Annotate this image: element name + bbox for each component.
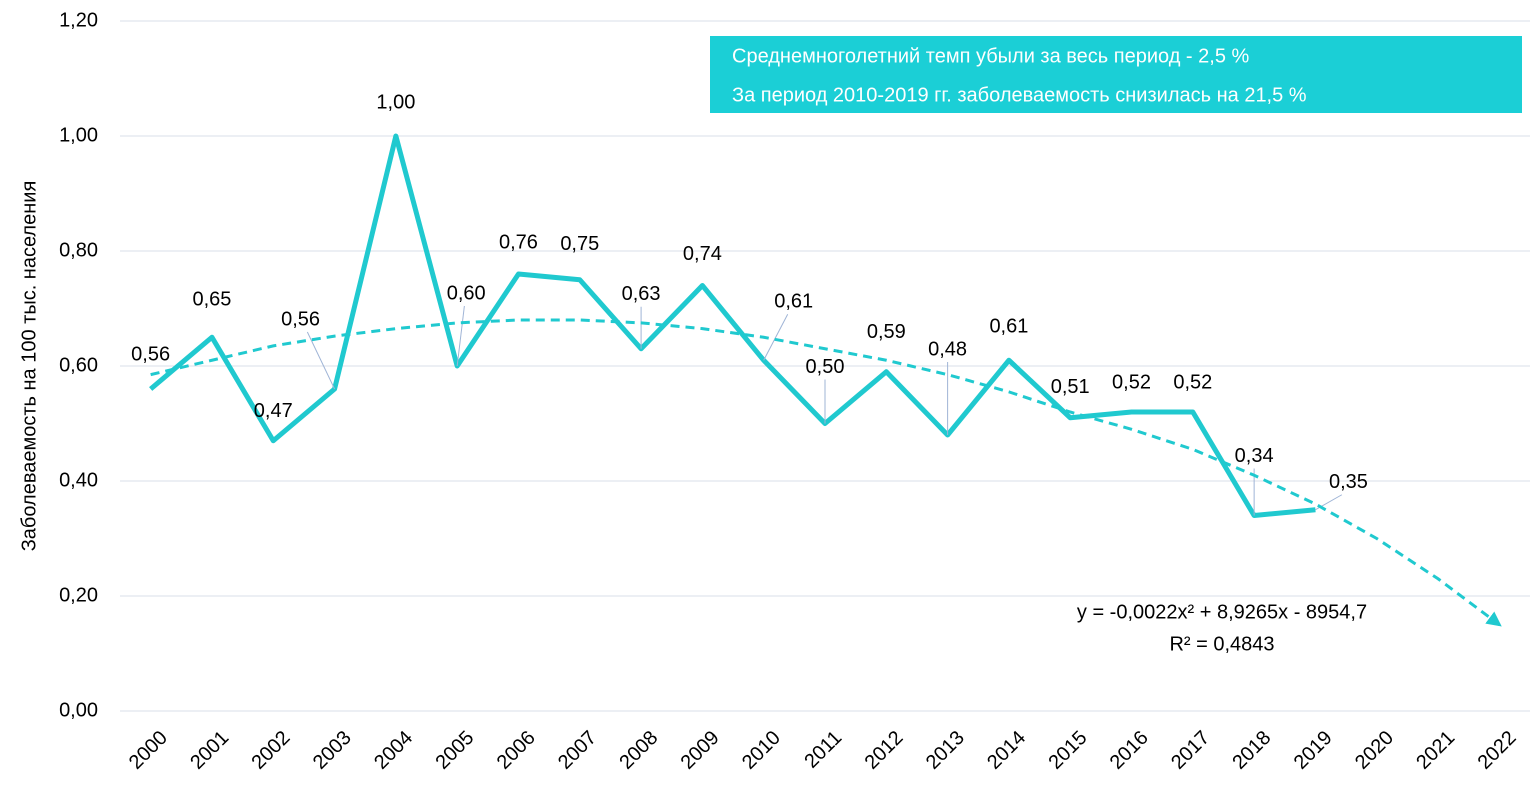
leader-line <box>456 305 465 367</box>
trend-line <box>150 318 1502 627</box>
x-tick-label: 2004 <box>370 727 417 774</box>
x-tick-label: 2006 <box>493 727 540 774</box>
y-tick-label: 0,80 <box>59 239 98 261</box>
trend-equation: y = -0,0022x² + 8,9265x - 8954,7 <box>1077 601 1367 623</box>
x-tick-label: 2022 <box>1474 727 1521 774</box>
value-label: 0,50 <box>806 356 845 378</box>
x-tick-label: 2013 <box>922 727 969 774</box>
x-tick-label: 2008 <box>615 727 662 774</box>
value-label: 0,63 <box>622 283 661 305</box>
x-tick-label: 2009 <box>677 727 724 774</box>
value-label: 0,47 <box>254 400 293 422</box>
leader-line <box>763 314 789 361</box>
x-tick-label: 2016 <box>1106 727 1153 774</box>
annotation: Среднемноголетний темп убыли за весь пер… <box>732 45 1250 67</box>
value-label: 0,59 <box>867 321 906 343</box>
x-tick-label: 2021 <box>1412 727 1459 774</box>
value-label: 0,52 <box>1173 371 1212 393</box>
x-tick-label: 2003 <box>309 727 356 774</box>
x-tick-label: 2015 <box>1044 727 1091 774</box>
y-tick-label: 0,40 <box>59 469 98 491</box>
x-tick-label: 2011 <box>800 727 846 773</box>
annotation-box <box>710 36 1522 113</box>
value-label: 0,60 <box>447 282 486 304</box>
x-tick-label: 2018 <box>1228 727 1275 774</box>
value-label: 0,76 <box>499 231 538 253</box>
data-line <box>149 133 1316 518</box>
value-label: 0,56 <box>281 308 320 330</box>
y-axis-label: Заболеваемость на 100 тыс. населения <box>18 181 40 552</box>
leader-line <box>306 331 336 390</box>
y-tick-label: 1,20 <box>59 9 98 31</box>
value-label: 0,52 <box>1112 371 1151 393</box>
value-label: 0,74 <box>683 243 722 265</box>
x-tick-label: 2020 <box>1351 727 1398 774</box>
value-label: 0,65 <box>192 289 231 311</box>
x-tick-label: 2014 <box>983 727 1030 774</box>
trend-r2: R² = 0,4843 <box>1169 633 1274 655</box>
value-label: 1,00 <box>376 91 415 113</box>
x-tick-label: 2017 <box>1167 727 1214 774</box>
value-label: 0,61 <box>989 316 1028 338</box>
value-label: 0,51 <box>1051 376 1090 398</box>
x-tick-label: 2010 <box>738 727 785 774</box>
y-tick-label: 0,00 <box>59 699 98 721</box>
value-label: 0,56 <box>131 343 170 365</box>
value-label: 0,35 <box>1329 471 1368 493</box>
x-tick-label: 2001 <box>186 727 233 774</box>
y-tick-label: 0,60 <box>59 354 98 376</box>
x-tick-label: 2002 <box>248 727 295 774</box>
x-tick-label: 2019 <box>1290 727 1337 774</box>
y-tick-label: 0,20 <box>59 584 98 606</box>
x-tick-label: 2000 <box>125 727 172 774</box>
x-tick-label: 2007 <box>554 727 601 774</box>
x-tick-label: 2005 <box>431 727 478 774</box>
value-label: 0,48 <box>928 338 967 360</box>
y-tick-label: 1,00 <box>59 124 98 146</box>
annotation: За период 2010-2019 гг. заболеваемость с… <box>732 84 1307 106</box>
x-tick-label: 2012 <box>861 727 908 774</box>
value-label: 0,75 <box>560 233 599 255</box>
value-label: 0,34 <box>1235 445 1274 467</box>
value-label: 0,61 <box>774 291 813 313</box>
